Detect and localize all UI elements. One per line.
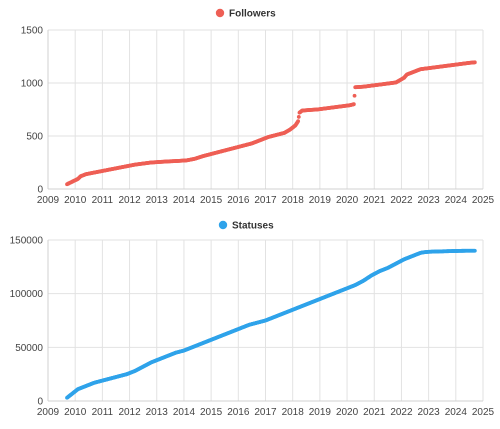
x-tick-label: 2024 — [445, 195, 468, 206]
y-tick-label: 1000 — [21, 79, 44, 90]
data-point — [351, 102, 356, 107]
data-point — [352, 93, 357, 98]
x-tick-label: 2017 — [254, 195, 277, 206]
y-tick-label: 100000 — [10, 289, 44, 300]
y-tick-label: 1500 — [21, 26, 44, 37]
x-tick-label: 2013 — [146, 195, 169, 206]
y-tick-label: 50000 — [15, 343, 43, 354]
x-tick-label: 2022 — [390, 195, 413, 206]
x-tick-label: 2009 — [37, 407, 60, 418]
x-tick-label: 2024 — [445, 407, 468, 418]
legend-marker — [218, 220, 228, 230]
x-tick-label: 2015 — [200, 407, 223, 418]
y-tick-label: 500 — [26, 132, 43, 143]
legend-label: Followers — [229, 9, 276, 20]
x-tick-label: 2012 — [118, 195, 141, 206]
data-point — [296, 115, 301, 119]
x-tick-label: 2011 — [92, 407, 114, 418]
x-tick-label: 2023 — [418, 195, 441, 206]
x-tick-label: 2021 — [363, 407, 386, 418]
x-tick-label: 2014 — [173, 407, 196, 418]
x-tick-label: 2013 — [146, 407, 169, 418]
x-tick-label: 2016 — [227, 195, 250, 206]
x-tick-label: 2020 — [336, 407, 359, 418]
x-tick-label: 2025 — [472, 195, 495, 206]
x-tick-label: 2011 — [92, 195, 114, 206]
y-tick-label: 150000 — [10, 236, 44, 247]
chart-2: 2009 2010 2011 2012 2013 2014 2015 2016 2017 2018… — [10, 221, 495, 419]
x-tick-label: 2015 — [200, 195, 223, 206]
x-tick-label: 2018 — [282, 407, 305, 418]
x-tick-label: 2010 — [64, 407, 87, 418]
x-tick-label: 2010 — [64, 195, 87, 206]
data-point — [472, 248, 477, 253]
legend-label: Statuses — [232, 221, 274, 232]
x-tick-label: 2019 — [309, 407, 332, 418]
x-tick-label: 2025 — [472, 407, 495, 418]
x-tick-label: 2014 — [173, 195, 196, 206]
y-tick-label: 0 — [37, 185, 43, 196]
legend-marker — [215, 8, 225, 18]
y-tick-label: 0 — [37, 397, 43, 408]
x-tick-label: 2018 — [282, 195, 305, 206]
x-tick-label: 2012 — [118, 407, 141, 418]
x-tick-label: 2016 — [227, 407, 250, 418]
data-point — [472, 60, 477, 65]
x-tick-label: 2021 — [363, 195, 386, 206]
x-tick-label: 2023 — [418, 407, 441, 418]
x-tick-label: 2019 — [309, 195, 332, 206]
data-point — [296, 119, 301, 124]
x-tick-label: 2022 — [390, 407, 413, 418]
x-tick-label: 2017 — [254, 407, 277, 418]
x-tick-label: 2009 — [37, 195, 60, 206]
x-tick-label: 2020 — [336, 195, 359, 206]
chart-1: 2009 2010 2011 2012 2013 2014 2015 2016 2017 2018… — [21, 9, 495, 207]
